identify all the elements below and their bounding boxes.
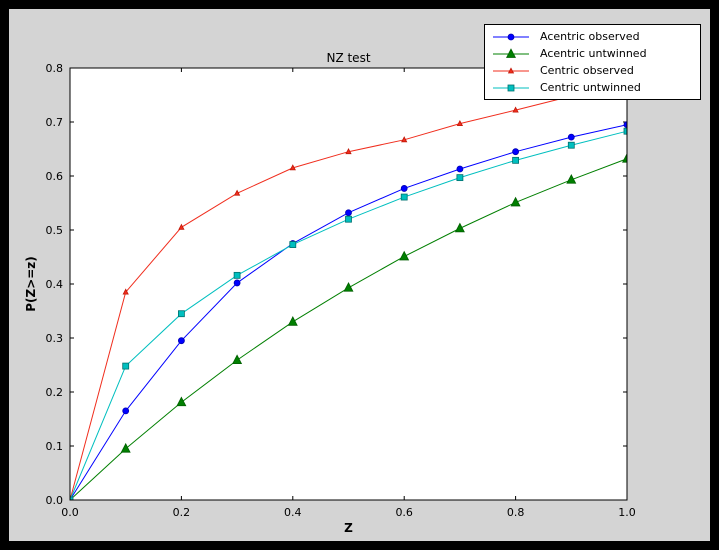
x-tick-label: 0.2 [173,506,191,519]
series-marker-acentric-observed [122,407,130,415]
series-marker-centric-untwinned [122,362,130,370]
y-tick-label: 0.4 [46,278,64,291]
y-tick-label: 0.5 [46,224,64,237]
legend-item-centric-untwinned: Centric untwinned [491,79,694,96]
legend-sample-marker [507,84,515,91]
series-marker-centric-untwinned [400,193,408,201]
plot-area: 0.0 0.2 0.4 0.6 0.8 1.0 0.0 0.1 0.2 0.3 0.4 0.5 0.6 0… [46,62,636,519]
series-marker-centric-observed [456,119,464,127]
series-marker-centric-untwinned [345,215,352,223]
series-marker-centric-observed [345,148,352,155]
x-tick-label: 0.6 [395,506,413,519]
axes-frame [69,67,628,501]
series-marker-centric-untwinned [177,310,185,318]
series-marker-centric-observed [233,189,241,196]
legend-label: Centric observed [540,64,634,77]
series-marker-acentric-observed [512,148,520,156]
series-marker-acentric-observed [345,209,352,217]
series-marker-centric-observed [512,106,519,113]
series-marker-centric-untwinned [456,174,464,182]
legend: Acentric observed Acentric untwinned Centr… [484,24,701,100]
series-marker-acentric-untwinned [399,250,410,261]
legend-item-acentric-untwinned: Acentric untwinned [491,45,694,62]
y-axis-label: P(Z>=z) [24,256,38,312]
series-marker-acentric-untwinned [510,196,521,207]
y-tick-label: 0.1 [46,440,64,453]
series-marker-acentric-untwinned [566,174,577,184]
series-marker-centric-observed [178,223,185,230]
series-marker-acentric-observed [177,337,185,345]
series-marker-acentric-untwinned [287,316,298,326]
y-tick-label: 0.0 [46,494,64,507]
series-marker-acentric-untwinned [343,282,354,292]
legend-sample-acentric-observed [493,33,529,40]
legend-label: Centric untwinned [540,81,641,94]
series-marker-acentric-observed [567,133,575,141]
x-tick-label: 0.8 [507,506,525,519]
series-marker-acentric-observed [400,185,408,192]
series-marker-acentric-untwinned [454,222,465,233]
series-marker-centric-observed [401,136,408,143]
x-tick-label: 0.0 [61,506,79,519]
series-marker-acentric-observed [233,279,241,287]
series-marker-centric-untwinned [289,241,297,248]
legend-sample-centric-observed [493,66,529,73]
x-axis-label: Z [344,521,353,535]
chart-title: NZ test [326,51,371,65]
legend-sample-marker [507,33,515,40]
legend-label: Acentric observed [540,30,640,43]
legend-item-centric-observed: Centric observed [491,62,694,79]
legend-item-acentric-observed: Acentric observed [491,28,694,45]
y-tick-label: 0.8 [46,62,64,75]
y-tick-label: 0.7 [46,116,64,129]
legend-sample-centric-untwinned [493,84,529,91]
series-marker-acentric-untwinned [120,442,131,453]
series-marker-centric-observed [122,288,129,295]
y-tick-label: 0.6 [46,170,64,183]
series-marker-centric-observed [289,164,296,171]
x-tick-label: 1.0 [618,506,636,519]
series-marker-acentric-observed [456,165,464,173]
series-marker-centric-untwinned [512,156,520,164]
figure: 0.0 0.2 0.4 0.6 0.8 1.0 0.0 0.1 0.2 0.3 0.4 0.5 0.6 0… [9,9,710,541]
legend-sample-acentric-untwinned [493,47,529,58]
legend-sample-marker [506,47,516,58]
legend-sample-marker [507,66,515,73]
series-marker-acentric-untwinned [176,396,187,407]
series-marker-centric-untwinned [567,141,575,149]
y-tick-label: 0.2 [46,386,64,399]
legend-label: Acentric untwinned [540,47,647,60]
series-marker-centric-untwinned [233,271,241,279]
series-marker-acentric-untwinned [232,354,243,365]
x-tick-label: 0.4 [284,506,302,519]
y-tick-label: 0.3 [46,332,64,345]
